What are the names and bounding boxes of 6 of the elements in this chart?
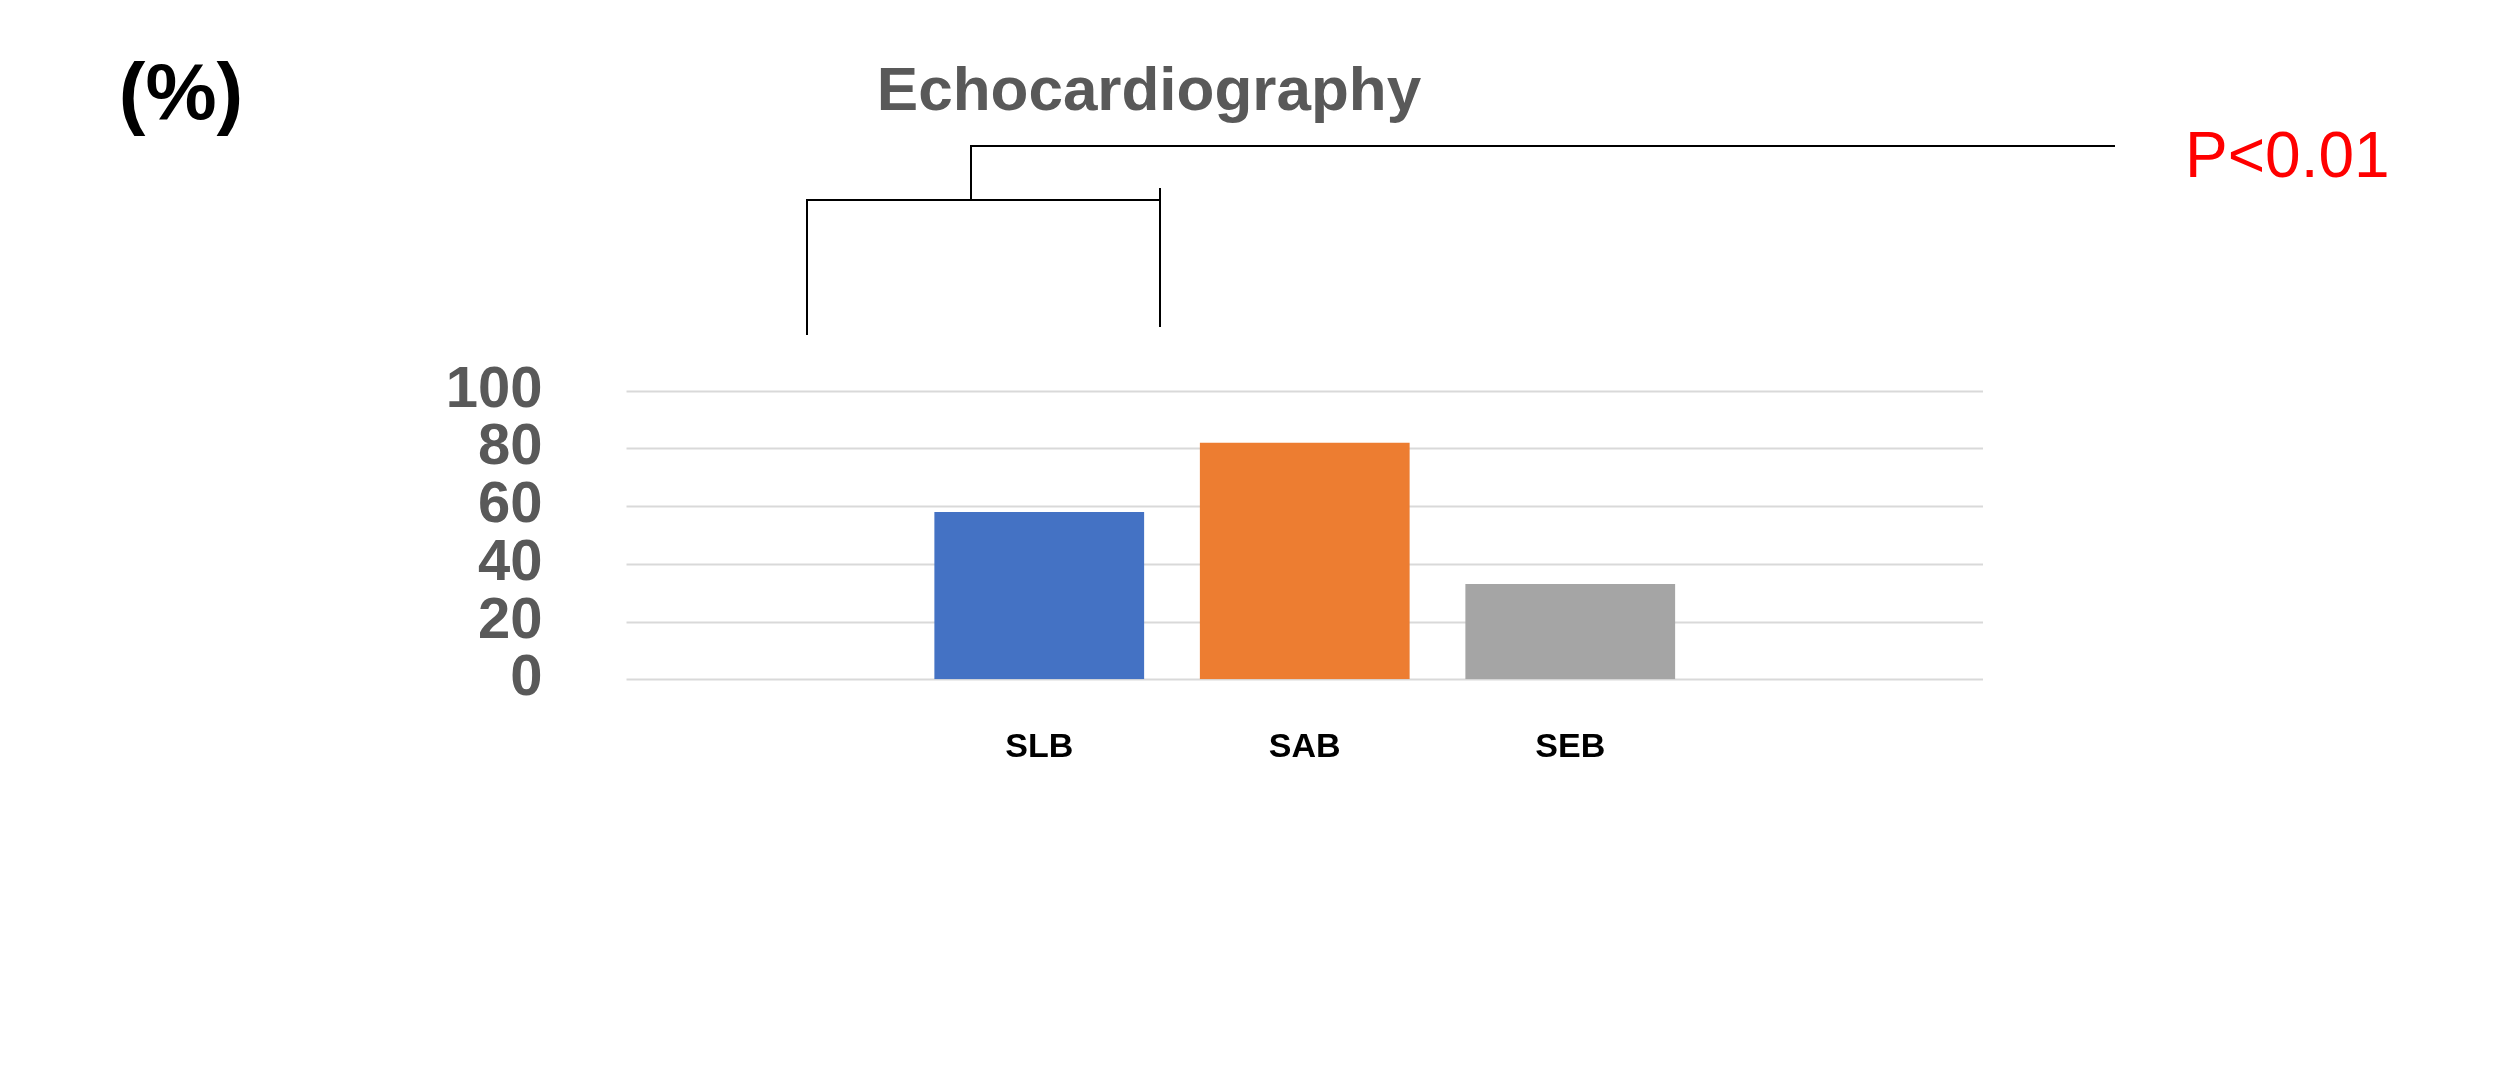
y-axis-title: (%) bbox=[118, 47, 244, 137]
chart-title: Echocardiography bbox=[876, 54, 1422, 124]
x-tick-label: SLB bbox=[1005, 725, 1074, 764]
x-tick-label: SAB bbox=[1268, 725, 1341, 764]
text: P<0.01 bbox=[2185, 118, 2390, 192]
x-tick-label: SEB bbox=[1535, 725, 1606, 764]
